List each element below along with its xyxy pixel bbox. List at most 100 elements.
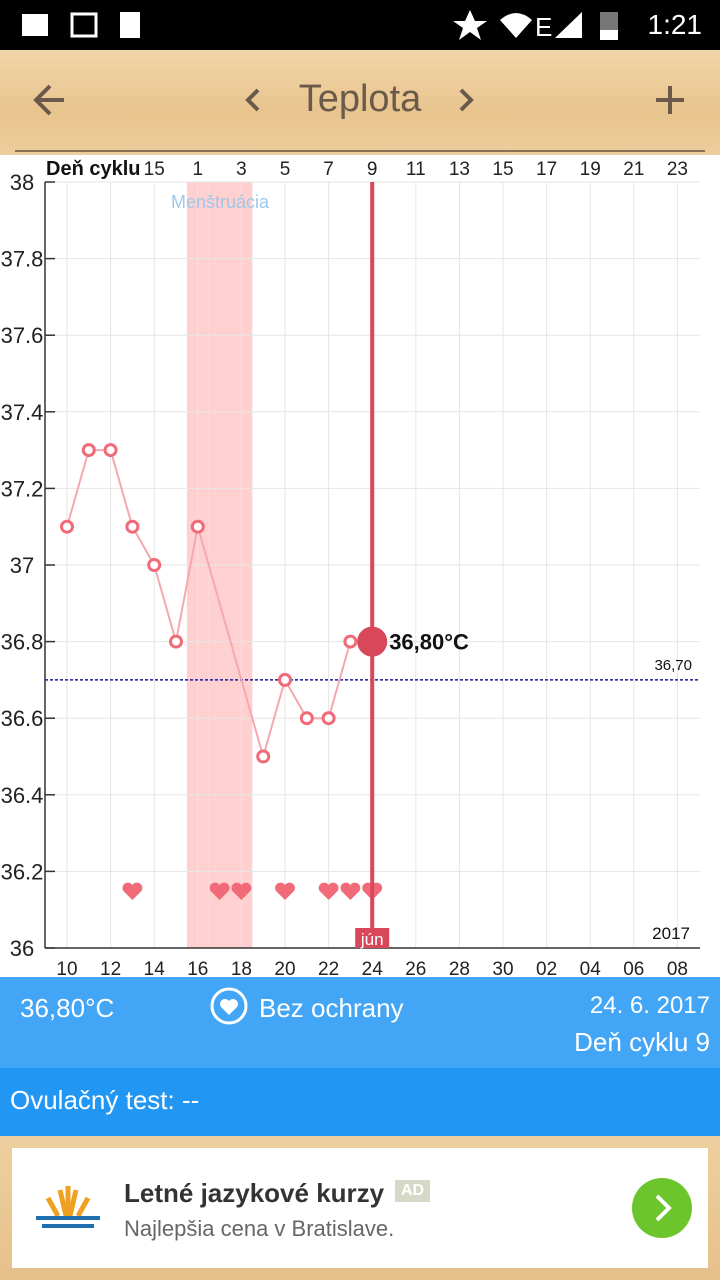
temperature-point [147,558,162,572]
x-tick-label: 26 [405,959,426,977]
top-axis-label: Deň cyklu [46,158,140,180]
ad-button[interactable] [630,1176,694,1240]
cycle-day-label: 19 [580,159,601,180]
y-tick-label: 37.4 [1,400,44,425]
temperature-line [262,679,286,757]
temperature-point [343,634,358,649]
x-tick-label: 12 [100,959,121,977]
y-tick-label: 37.2 [1,476,44,501]
screen-title: Teplota [298,78,422,120]
status-icons: E [22,10,618,42]
y-tick-label: 36 [10,936,34,961]
cycle-day-label: 17 [536,159,557,180]
month-label: jún [360,930,384,949]
heart-mark [275,882,295,900]
clock: 1:21 [647,9,703,40]
reference-label: 36,70 [654,657,692,674]
x-tick-label: 20 [274,959,295,977]
x-tick-label: 22 [318,959,339,977]
chart: 3636.236.436.636.83737.237.437.637.83810… [1,155,700,977]
y-tick-label: 37.8 [1,247,44,272]
info-bar: 36,80°C Bez ochrany 24. 6. 2017 Deň cykl… [0,977,720,1068]
app-bar: Teplota [0,50,720,155]
cycle-day-label: 15 [492,159,513,180]
ovulation-bar[interactable]: Ovulačný test: -- [0,1068,720,1136]
temperature-line [109,449,134,527]
y-tick-label: 36.8 [1,630,44,655]
x-tick-label: 04 [580,959,602,977]
temperature-point [278,672,292,687]
month-badge [355,928,390,948]
ad-card[interactable]: Letné jazykové kurzy AD Najlepšia cena v… [12,1148,708,1268]
status-bar: E 1:21 [0,0,720,50]
temperature-line [131,526,156,566]
y-tick-label: 36.2 [1,859,44,884]
cycle-day-label: 9 [367,159,378,180]
temperature-point [299,711,314,726]
x-tick-label: 24 [362,959,384,977]
y-tick-label: 36.6 [1,706,44,731]
temperature-line [196,526,265,757]
selected-point [357,626,388,657]
cycle-day-label: 1 [193,159,204,180]
ad-logo [36,1186,100,1228]
date: 24. 6. 2017 [589,992,710,1019]
cycle-day-label: 3 [236,159,247,180]
y-tick-label: 36.4 [1,783,44,808]
cycle-day-label: 13 [449,159,470,180]
cycle-day-label: 15 [144,159,165,180]
temperature-line [284,679,308,719]
heart-mark [209,882,230,900]
cycle-day-label: 7 [323,159,334,180]
temperature-point [256,749,271,764]
y-tick-label: 37 [10,553,34,578]
temperature-point [190,519,205,534]
year-label: 2017 [652,924,690,943]
x-tick-label: 28 [449,959,470,977]
heart-mark [318,882,339,900]
ad-area: Letné jazykové kurzy AD Najlepšia cena v… [0,1136,720,1280]
x-tick-label: 16 [187,959,208,977]
menstruation-label: Menštruácia [171,192,270,212]
protection-icon [210,987,248,1025]
cycle-day-label: 11 [406,159,426,180]
temperature-line [153,564,177,642]
x-tick-label: 30 [492,959,513,977]
cycle-day-label: 5 [280,159,291,180]
selected-value-label: 36,80°C [389,630,469,655]
cycle-day-label: 23 [667,159,688,180]
temperature-point [125,519,140,534]
next-button[interactable] [459,88,474,112]
temperature: 36,80°C [20,993,115,1023]
x-tick-label: 10 [56,959,77,977]
ovulation-test: Ovulačný test: -- [10,1085,200,1115]
cycle-day: Deň cyklu 9 [574,1027,710,1057]
temperature-point [169,634,183,649]
temperature-point [81,443,96,458]
svg-text:E: E [535,12,552,42]
temperature-point [321,711,336,726]
heart-mark [340,882,361,900]
x-tick-label: 14 [144,959,166,977]
y-tick-label: 37.6 [1,323,44,348]
temperature-line [66,449,90,527]
x-tick-label: 02 [536,959,557,977]
ad-badge: AD [395,1180,431,1202]
label-backdrop [40,155,144,181]
temperature-line [175,526,199,642]
temperature-line [327,641,352,719]
heart-mark [122,882,143,900]
app-bar-icons [15,84,705,152]
x-tick-label: 08 [667,959,688,977]
temperature-point [60,519,74,534]
prev-button[interactable] [245,88,260,112]
add-button[interactable] [656,86,684,114]
protection: Bez ochrany [259,993,404,1023]
y-tick-label: 38 [10,170,34,195]
cycle-day-label: 21 [623,159,644,180]
ad-subtitle: Najlepšia cena v Bratislave. [124,1216,395,1241]
back-button[interactable] [33,84,64,116]
x-tick-label: 06 [623,959,644,977]
ad-title: Letné jazykové kurzy [124,1178,385,1208]
